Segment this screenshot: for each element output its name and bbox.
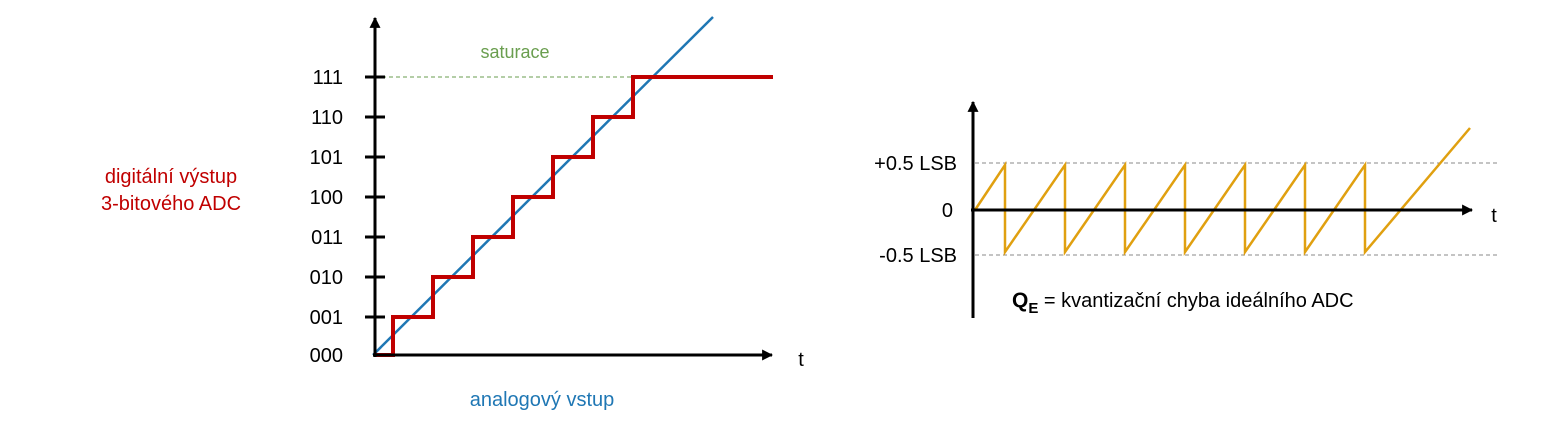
error-x-axis-label: t xyxy=(1491,205,1497,227)
y-tick-label: 111 xyxy=(313,67,343,89)
quantization-error-sawtooth xyxy=(973,127,1471,257)
analog-ramp-line xyxy=(372,16,714,356)
y-tick-label: 001 xyxy=(310,307,343,329)
digital-output-label-line1: digitální výstup xyxy=(105,166,237,188)
digital-output-label-line2: 3-bitového ADC xyxy=(101,193,241,215)
quantization-error-caption: QE = kvantizační chyba ideálního ADC xyxy=(1012,289,1354,317)
zero-label: 0 xyxy=(942,200,953,222)
saturation-label: saturace xyxy=(480,42,549,62)
y-tick-label: 110 xyxy=(311,107,343,129)
y-tick-label: 100 xyxy=(310,187,343,209)
digital-staircase xyxy=(375,75,773,357)
y-tick-label: 011 xyxy=(311,227,343,249)
y-tick-label: 000 xyxy=(310,345,343,367)
lower-limit-label: -0.5 LSB xyxy=(879,245,957,267)
adc-x-axis-label: t xyxy=(798,349,804,371)
y-tick-label: 010 xyxy=(310,267,343,289)
y-tick-label: 101 xyxy=(310,147,343,169)
upper-limit-label: +0.5 LSB xyxy=(874,153,957,175)
adc-transfer-panel: saturace 000 001 010 011 100 101 110 1 xyxy=(101,16,804,411)
analog-input-label: analogový vstup xyxy=(470,389,615,411)
quantization-error-panel: +0.5 LSB 0 -0.5 LSB t QE = kvantizační c… xyxy=(874,100,1500,318)
adc-y-ticks xyxy=(365,75,385,319)
caption-symbol: Q xyxy=(1012,289,1028,312)
caption-text: = kvantizační chyba ideálního ADC xyxy=(1038,290,1353,312)
caption-subscript: E xyxy=(1028,300,1038,317)
